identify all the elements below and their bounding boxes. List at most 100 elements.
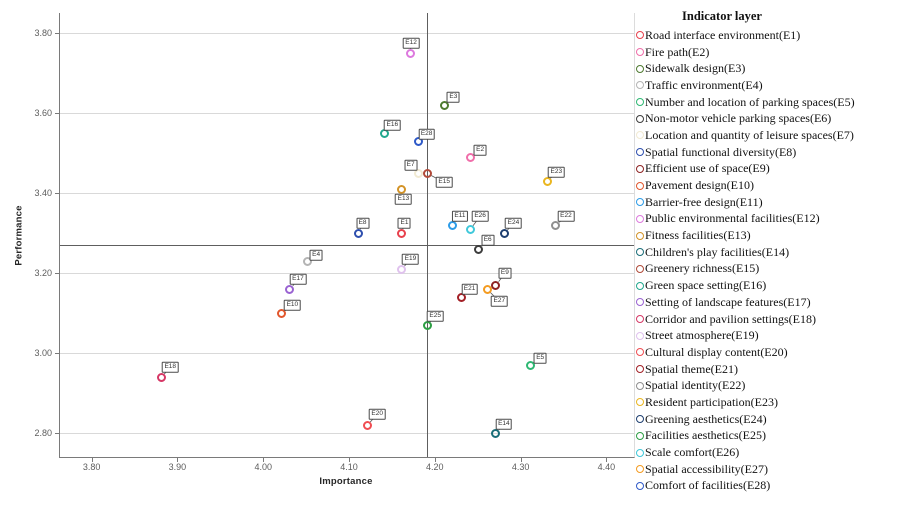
legend-item-E3: Sidewalk design(E3) [636,60,908,77]
point-label-E18: E18 [161,362,179,373]
point-label-E15: E15 [435,177,453,188]
x-tick [349,458,350,462]
legend-item-E23: Resident participation(E23) [636,394,908,411]
legend-marker-circle-E23 [636,398,644,407]
legend-item-label: Street atmosphere(E19) [645,328,759,343]
plot-area: E1 E2 E3 E4 E5 E6 E7 E8 E9 E10 E11 E12 E13 E14 E15 E16 E… [59,13,635,458]
x-tick [434,458,436,462]
x-tick-label: 3.80 [82,462,101,472]
mean-performance-line [60,245,634,247]
legend-item-E8: Spatial functional diversity(E8) [636,144,908,161]
legend-item-label: Cultural display content(E20) [645,344,788,359]
x-tick-label: 4.10 [340,462,358,472]
legend-item-E18: Corridor and pavilion settings(E18) [636,311,908,328]
y-tick [55,193,59,195]
legend-item-E28: Comfort of facilities(E28) [636,478,908,495]
legend-item-E2: Fire path(E2) [636,44,908,61]
point-label-E23: E23 [548,167,565,178]
point-label-E12: E12 [402,38,420,49]
legend-item-label: Public environmental facilities(E12) [645,211,820,226]
data-point-E4 [302,256,312,266]
legend-item-label: Greening aesthetics(E24) [645,411,767,426]
y-tick [55,353,59,355]
legend-item-label: Location and quantity of leisure spaces(… [645,127,854,142]
legend-item-E15: Greenery richness(E15) [636,261,908,278]
gridline-y-3.20 [60,273,634,275]
legend-item-E5: Number and location of parking spaces(E5… [636,94,908,111]
y-tick-label: 3.60 [34,108,52,119]
point-label-E8: E8 [356,218,370,229]
point-label-E11: E11 [451,211,468,222]
legend-marker-circle-E1 [636,31,644,40]
legend-marker-circle-E25 [636,431,644,440]
data-point-E6 [474,244,484,254]
point-label-E13: E13 [395,194,412,205]
legend-item-E10: Pavement design(E10) [636,177,908,194]
point-label-E19: E19 [402,254,419,265]
legend-marker-circle-E24 [636,415,644,424]
legend-item-label: Traffic environment(E4) [645,77,763,92]
legend-item-E16: Green space setting(E16) [636,277,908,294]
data-point-E15 [422,168,432,178]
x-axis-title: Importance [319,476,373,487]
legend-item-E22: Spatial identity(E22) [636,377,908,394]
point-label-E21: E21 [461,284,478,295]
x-tick-label: 4.40 [597,462,616,472]
legend-marker-circle-E18 [636,315,644,324]
y-tick-label: 3.80 [34,28,52,39]
legend-marker-circle-E2 [636,48,644,57]
data-point-E11 [448,220,458,230]
legend-item-E1: Road interface environment(E1) [636,27,908,44]
mean-importance-line [427,13,429,457]
legend-marker-circle-E22 [636,381,644,390]
data-point-E3 [439,100,449,110]
legend-items: Road interface environment(E1) Fire path(… [636,27,908,494]
x-tick [606,458,608,462]
legend-marker-circle-E28 [636,481,644,490]
gridline-y-3.00 [60,353,634,355]
y-tick-label: 3.20 [34,268,52,279]
gridline-y-3.60 [60,113,634,115]
legend-item-label: Road interface environment(E1) [645,27,801,42]
point-label-E14: E14 [495,419,513,430]
legend-item-E25: Facilities aesthetics(E25) [636,428,908,445]
label-leader-lines [163,43,567,431]
legend-marker-circle-E26 [636,448,644,457]
point-label-E25: E25 [426,311,444,322]
point-label-E5: E5 [533,353,547,364]
legend-marker-circle-E21 [636,365,644,374]
legend-marker-circle-E15 [636,264,644,273]
legend-item-E17: Setting of landscape features(E17) [636,294,908,311]
point-label-E22: E22 [557,211,575,222]
x-tick-label: 3.90 [168,462,187,472]
legend-marker-circle-E8 [636,148,644,157]
point-label-E27: E27 [490,296,508,307]
data-point-E19 [396,264,406,274]
y-tick [55,273,59,275]
legend-item-label: Setting of landscape features(E17) [645,294,811,309]
legend-item-label: Spatial identity(E22) [645,378,746,393]
data-point-E25 [422,320,432,330]
data-point-E22 [551,220,561,230]
data-point-E2 [465,152,475,162]
legend-marker-circle-E3 [636,64,644,73]
legend-item-label: Green space setting(E16) [645,278,767,293]
legend-item-E4: Traffic environment(E4) [636,77,908,94]
x-tick-label: 4.20 [426,462,444,472]
data-point-E10 [276,308,286,318]
point-label-E4: E4 [309,250,323,261]
gridline-y-2.80 [60,433,634,435]
x-tick [520,458,522,462]
data-point-E14 [491,428,501,438]
legend-marker-circle-E10 [636,181,644,190]
legend-item-label: Scale comfort(E26) [645,445,740,460]
point-label-E24: E24 [505,218,522,229]
x-tick [91,458,93,462]
legend-item-E12: Public environmental facilities(E12) [636,211,908,228]
point-label-E20: E20 [368,409,386,420]
data-point-E5 [525,360,535,370]
data-point-E20 [362,420,372,430]
legend-item-E14: Children's play facilities(E14) [636,244,908,261]
legend-item-label: Spatial theme(E21) [645,361,738,376]
x-tick-label: 4.30 [511,462,530,472]
